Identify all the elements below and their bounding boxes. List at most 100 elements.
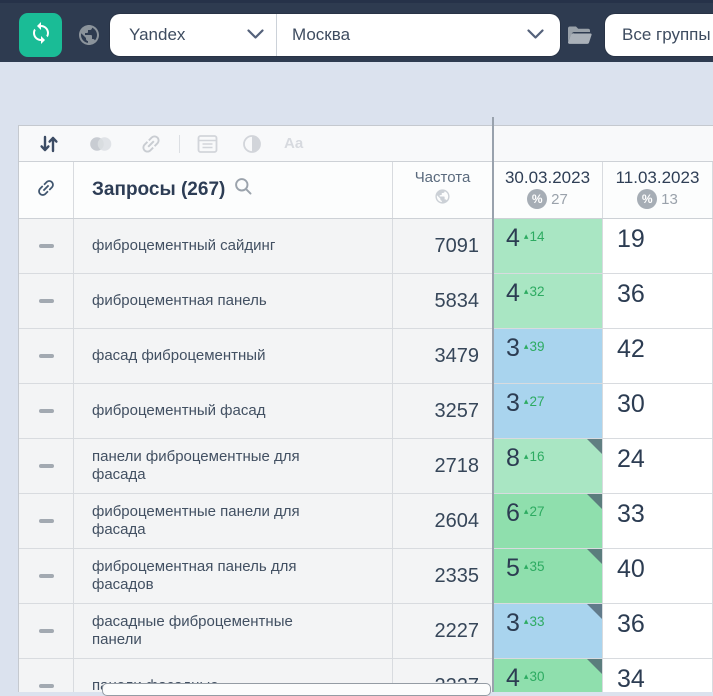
- up-triangle-icon: ▴: [524, 287, 529, 296]
- link-tool-button[interactable]: [139, 132, 163, 156]
- query-cell[interactable]: фасад фиброцементный: [74, 329, 393, 384]
- position-change: 30: [529, 670, 544, 683]
- date-column-header-2[interactable]: 11.03.2023 % 13: [603, 162, 713, 218]
- position-cell-date1[interactable]: 4 ▴32: [493, 274, 603, 329]
- date-column-header-1[interactable]: 30.03.2023 % 27: [493, 162, 603, 218]
- query-text: панели фиброцементные для фасада: [92, 448, 327, 484]
- position-cell-date1[interactable]: 3 ▴39: [493, 329, 603, 384]
- report-view-button[interactable]: [197, 134, 218, 154]
- contrast-button[interactable]: [242, 134, 262, 154]
- position-value: 3: [506, 609, 520, 638]
- position-cell-date2[interactable]: 40: [603, 549, 713, 604]
- query-cell[interactable]: фиброцементная панель: [74, 274, 393, 329]
- table-row: фиброцементный фасад 3257 3 ▴27 30: [19, 384, 713, 439]
- position-cell-date2[interactable]: 36: [603, 274, 713, 329]
- percent-count: 13: [661, 191, 678, 208]
- minus-icon: [39, 574, 54, 578]
- table-row: фиброцементные панели для фасада 2604 6 …: [19, 494, 713, 549]
- table-body: фиброцементный сайдинг 7091 4 ▴14 19 фиб…: [19, 219, 713, 692]
- region-dropdown[interactable]: Москва: [277, 14, 560, 56]
- position-cell-date1[interactable]: 5 ▴35: [493, 549, 603, 604]
- position-cell-date1[interactable]: 3 ▴27: [493, 384, 603, 439]
- chain-link-icon: [35, 177, 57, 204]
- frequency-header-label: Частота: [415, 169, 471, 186]
- position-cell-date1[interactable]: 3 ▴33: [493, 604, 603, 659]
- position-cell-date2[interactable]: 19: [603, 219, 713, 274]
- table-row: фиброцементный сайдинг 7091 4 ▴14 19: [19, 219, 713, 274]
- position-change: 33: [529, 615, 544, 628]
- row-drag-handle[interactable]: [19, 494, 74, 549]
- corner-marker-icon: [587, 659, 602, 674]
- groups-filter-dropdown[interactable]: Все группы: [605, 14, 713, 56]
- groups-folder-button[interactable]: [565, 22, 593, 48]
- sort-button[interactable]: [38, 134, 60, 154]
- position-change: 14: [529, 230, 544, 243]
- groups-filter-value: Все группы: [622, 25, 711, 45]
- query-cell[interactable]: панели фиброцементные для фасада: [74, 439, 393, 494]
- corner-marker-icon: [587, 439, 602, 454]
- position-cell-date2[interactable]: 24: [603, 439, 713, 494]
- row-drag-handle[interactable]: [19, 329, 74, 384]
- row-drag-handle[interactable]: [19, 384, 74, 439]
- position-value: 5: [506, 554, 520, 583]
- position-value: 4: [506, 279, 520, 308]
- row-drag-handle[interactable]: [19, 549, 74, 604]
- row-drag-handle[interactable]: [19, 274, 74, 329]
- minus-icon: [39, 684, 54, 688]
- search-icon[interactable]: [234, 177, 253, 201]
- query-cell[interactable]: фиброцементная панель для фасадов: [74, 549, 393, 604]
- table-tools-row: Aa: [19, 126, 713, 162]
- horizontal-scrollbar-thumb[interactable]: [102, 683, 491, 696]
- date-label: 30.03.2023: [505, 168, 590, 188]
- position-change: 16: [529, 450, 544, 463]
- row-drag-handle[interactable]: [19, 659, 74, 692]
- position-cell-date2[interactable]: 34: [603, 659, 713, 692]
- query-text: фиброцементный фасад: [92, 402, 265, 420]
- position-cell-date2[interactable]: 42: [603, 329, 713, 384]
- column-divider: [492, 117, 494, 692]
- position-cell-date1[interactable]: 8 ▴16: [493, 439, 603, 494]
- position-cell-date1[interactable]: 6 ▴27: [493, 494, 603, 549]
- up-triangle-icon: ▴: [524, 232, 529, 241]
- table-row: фиброцементная панель 5834 4 ▴32 36: [19, 274, 713, 329]
- row-drag-handle[interactable]: [19, 439, 74, 494]
- position-cell-date2[interactable]: 33: [603, 494, 713, 549]
- queries-column-header[interactable]: Запросы (267): [74, 162, 393, 218]
- search-engine-dropdown[interactable]: Yandex: [110, 14, 277, 56]
- query-cell[interactable]: фиброцементный фасад: [74, 384, 393, 439]
- corner-marker-icon: [587, 549, 602, 564]
- query-cell[interactable]: фасадные фиброцементные панели: [74, 604, 393, 659]
- position-change: 32: [529, 285, 544, 298]
- position-cell-date2[interactable]: 36: [603, 604, 713, 659]
- searcher-globe-icon: [77, 23, 101, 47]
- row-drag-handle[interactable]: [19, 604, 74, 659]
- position-cell-date1[interactable]: 4 ▴14: [493, 219, 603, 274]
- link-column-header[interactable]: [19, 162, 74, 218]
- position-change: 27: [529, 395, 544, 408]
- position-cell-date1[interactable]: 4 ▴30: [493, 659, 603, 692]
- frequency-cell: 3479: [393, 329, 493, 384]
- groups-view-button[interactable]: [88, 134, 113, 154]
- searcher-region-select: Yandex Москва: [110, 14, 560, 56]
- queries-header-label: Запросы (267): [92, 179, 225, 201]
- position-cell-date2[interactable]: 30: [603, 384, 713, 439]
- table-row: панели фиброцементные для фасада 2718 8 …: [19, 439, 713, 494]
- frequency-column-header[interactable]: Частота: [393, 162, 493, 218]
- query-text: фиброцементный сайдинг: [92, 237, 275, 255]
- percent-badge-icon: %: [637, 189, 657, 209]
- row-drag-handle[interactable]: [19, 219, 74, 274]
- table-row: фасадные фиброцементные панели 2227 3 ▴3…: [19, 604, 713, 659]
- frequency-cell: 2718: [393, 439, 493, 494]
- query-text: фасад фиброцементный: [92, 347, 265, 365]
- query-cell[interactable]: фиброцементные панели для фасада: [74, 494, 393, 549]
- font-size-button[interactable]: Aa: [284, 135, 303, 152]
- position-value: 4: [506, 664, 520, 692]
- search-engine-value: Yandex: [129, 25, 241, 45]
- frequency-cell: 2227: [393, 604, 493, 659]
- up-triangle-icon: ▴: [524, 507, 529, 516]
- position-change: 39: [529, 340, 544, 353]
- up-triangle-icon: ▴: [524, 452, 529, 461]
- query-cell[interactable]: фиброцементный сайдинг: [74, 219, 393, 274]
- percent-count: 27: [551, 191, 568, 208]
- refresh-button[interactable]: [19, 13, 62, 57]
